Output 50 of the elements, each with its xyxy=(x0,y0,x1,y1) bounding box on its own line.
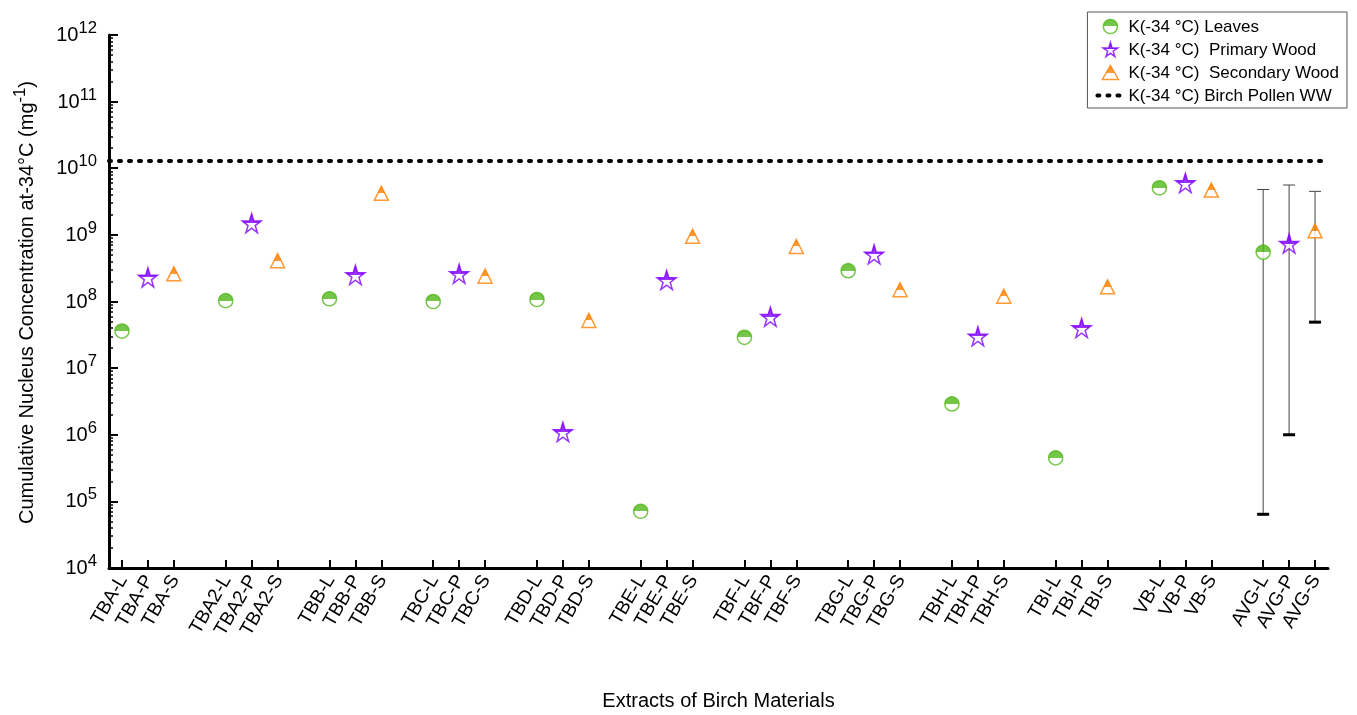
point xyxy=(217,292,234,309)
point xyxy=(321,291,338,307)
point xyxy=(892,282,908,298)
point xyxy=(241,212,262,234)
x-axis-title: Extracts of Birch Materials xyxy=(602,689,835,711)
legend-label: K(-34 °C) Secondary Wood xyxy=(1128,63,1339,82)
point xyxy=(760,306,781,328)
point xyxy=(788,238,805,255)
y-tick-label: 10$^{9}$ xyxy=(65,217,97,245)
point xyxy=(656,269,677,291)
point xyxy=(632,503,649,520)
legend-label: K(-34 °C) Leaves xyxy=(1128,17,1259,36)
legend-label: K(-34 °C) Primary Wood xyxy=(1128,40,1317,59)
point xyxy=(863,244,885,265)
point xyxy=(1071,317,1092,339)
point xyxy=(1175,172,1196,194)
y-tick-label: 10$^{4}$ xyxy=(65,551,97,578)
y-tick-label: 10$^{11}$ xyxy=(57,84,97,112)
point xyxy=(944,396,960,412)
point xyxy=(137,267,159,288)
point xyxy=(529,291,545,308)
point xyxy=(448,263,470,285)
point xyxy=(1099,279,1116,295)
point xyxy=(996,288,1012,304)
y-tick-label: 10$^{8}$ xyxy=(65,284,97,312)
point xyxy=(166,266,182,282)
legend-label: K(-34 °C) Birch Pollen WW xyxy=(1128,86,1332,105)
point xyxy=(1307,223,1323,239)
point xyxy=(1047,450,1064,466)
y-tick-label: 10$^{12}$ xyxy=(56,18,97,45)
point xyxy=(1278,233,1300,254)
point xyxy=(373,185,390,202)
y-tick-label: 10$^{10}$ xyxy=(56,151,97,178)
point xyxy=(345,264,366,286)
y-tick-label: 10$^{6}$ xyxy=(65,417,97,445)
point xyxy=(736,329,753,346)
point xyxy=(684,228,701,245)
point xyxy=(840,262,856,279)
point xyxy=(581,312,597,329)
point xyxy=(114,323,130,339)
point xyxy=(967,326,989,347)
point xyxy=(269,252,286,269)
point xyxy=(1151,179,1168,196)
y-tick-label: 10$^{7}$ xyxy=(65,351,97,378)
point xyxy=(425,293,441,310)
point xyxy=(552,421,574,443)
y-tick-label: 10$^{5}$ xyxy=(65,484,97,512)
point xyxy=(1255,244,1271,260)
point xyxy=(1203,182,1220,198)
point xyxy=(477,268,493,284)
